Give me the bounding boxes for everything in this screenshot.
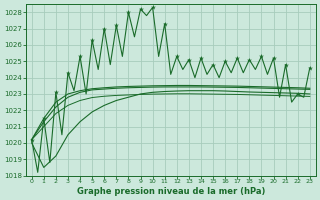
Point: [235, 56, 240, 60]
Point: [295, 92, 300, 96]
Point: [41, 117, 46, 120]
Point: [223, 60, 228, 63]
X-axis label: Graphe pression niveau de la mer (hPa): Graphe pression niveau de la mer (hPa): [76, 187, 265, 196]
Point: [77, 55, 83, 58]
Point: [307, 66, 312, 69]
Point: [247, 58, 252, 61]
Point: [29, 138, 34, 141]
Point: [65, 71, 70, 74]
Point: [114, 24, 119, 27]
Point: [138, 7, 143, 11]
Point: [90, 38, 95, 42]
Point: [198, 56, 204, 60]
Point: [162, 22, 167, 25]
Point: [259, 55, 264, 58]
Point: [271, 56, 276, 60]
Point: [102, 27, 107, 30]
Point: [186, 58, 191, 61]
Point: [53, 91, 59, 94]
Point: [150, 6, 155, 9]
Point: [174, 55, 179, 58]
Point: [211, 63, 216, 66]
Point: [126, 11, 131, 14]
Point: [283, 63, 288, 66]
